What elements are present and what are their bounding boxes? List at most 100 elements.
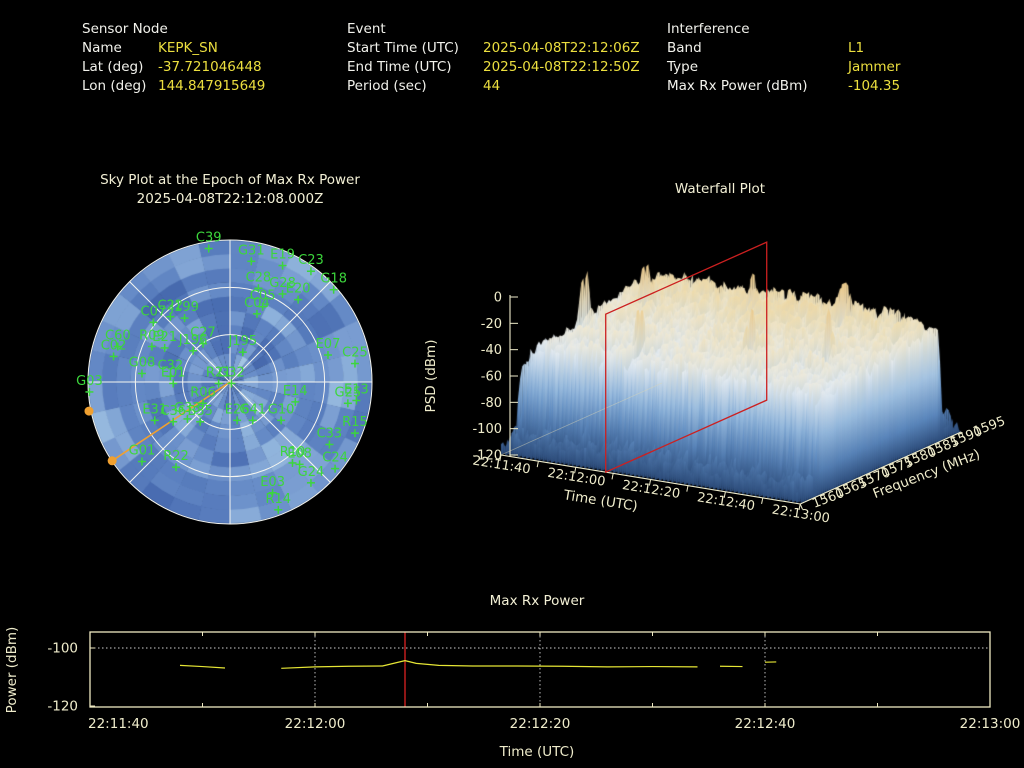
sensor-name-row: Name KEPK_SN — [82, 39, 265, 58]
sky-plot: C39 G31 E19 C23 G18 C28 G28 E20 C05 C04 C22 J199 C07… — [60, 212, 400, 552]
freq-tick — [868, 472, 873, 479]
satellite-label: C39 — [196, 231, 222, 246]
sky-plot-title-line2: 2025-04-08T22:12:08.000Z — [136, 191, 324, 207]
satellite-label: G31 — [238, 243, 265, 258]
type-value: Jammer — [848, 59, 901, 75]
satellite-label: C23 — [298, 253, 324, 268]
satellite-label: E07 — [316, 337, 341, 352]
azimuth-spoke — [129, 381, 231, 483]
period-label: Period (sec) — [347, 78, 427, 94]
satellite-label: G24 — [298, 465, 325, 480]
satellite-label: R22 — [163, 449, 189, 464]
azimuth-spoke — [229, 381, 331, 483]
time-tick — [611, 473, 614, 480]
x-tick-label: 22:12:40 — [735, 716, 796, 732]
satellite-label: G33 — [174, 401, 201, 416]
satellite-label: R15 — [342, 415, 368, 430]
time-tick — [574, 467, 577, 474]
satellite-label: C27 — [190, 326, 216, 341]
name-label: Name — [82, 40, 122, 56]
type-label: Type — [667, 59, 699, 75]
end-time-row: End Time (UTC) 2025-04-08T22:12:50Z — [347, 58, 640, 77]
max-rx-power-plot: -100 -120 22:11:40 22:12:00 22:12:20 22:12:40… — [4, 627, 1021, 760]
lat-value: -37.721046448 — [158, 59, 262, 75]
satellite-label: C32 — [158, 358, 184, 373]
waterfall-plot: 0 -20 -40 -60 -80 -100 -120 22:11:40 22:12:00 22:… — [400, 180, 1024, 560]
x-tick-label: 22:13:00 — [960, 716, 1021, 732]
time-tick — [761, 497, 764, 504]
satellite-label: J195 — [227, 334, 257, 349]
epoch-slice-outline — [605, 241, 768, 474]
time-tick — [499, 454, 502, 462]
time-tick — [686, 485, 689, 492]
x-tick-label: 22:11:40 — [88, 716, 149, 732]
period-row: Period (sec) 44 — [347, 77, 640, 96]
satellite-label: C24 — [322, 451, 348, 466]
satellite-label: E13 — [344, 382, 369, 397]
satellite-label: C07 — [141, 304, 167, 319]
freq-tick — [960, 431, 965, 438]
satellite-label: E21 — [152, 330, 177, 345]
sensor-node-panel: Sensor Node Name KEPK_SN Lat (deg) -37.721… — [82, 20, 265, 96]
satellite-label: C04 — [244, 296, 270, 311]
psd-tick-label: -80 — [481, 396, 502, 411]
waterfall-surface-canvas — [400, 180, 1024, 560]
time-tick — [536, 461, 539, 468]
satellite-label: G28 — [269, 276, 296, 291]
end-time-label: End Time (UTC) — [347, 59, 452, 75]
time-tick — [798, 503, 801, 511]
satellite-label: G08 — [129, 355, 156, 370]
y-axis-label: Power (dBm) — [4, 627, 20, 714]
satellite-label: G10 — [268, 402, 295, 417]
time-tick — [648, 479, 652, 486]
interference-title: Interference — [667, 21, 750, 37]
psd-tick-label: -60 — [481, 370, 502, 385]
event-panel: Event Start Time (UTC) 2025-04-08T22:12:0… — [347, 20, 640, 96]
satellite-label: R10 — [280, 445, 306, 460]
max-rx-trace — [179, 664, 226, 669]
band-row: Band L1 — [667, 39, 900, 58]
satellite-label: R06 — [190, 385, 216, 400]
satellite-label: J199 — [169, 300, 199, 315]
azimuth-spoke — [129, 281, 231, 383]
freq-tick — [845, 483, 850, 490]
event-title: Event — [347, 21, 386, 37]
satellite-label: C36 — [160, 404, 186, 419]
psd-tick-label: -40 — [481, 343, 502, 358]
satellite-label: G18 — [320, 272, 347, 287]
time-tick-label: 22:11:40 — [472, 454, 532, 478]
sensor-node-title: Sensor Node — [82, 21, 168, 37]
satellite-label: C25 — [342, 346, 368, 361]
type-row: Type Jammer — [667, 58, 900, 77]
satellite-label: G03 — [76, 374, 103, 389]
max-rx-trace — [281, 660, 698, 669]
lon-value: 144.847915649 — [158, 78, 266, 94]
satellite-label: E03 — [260, 475, 285, 490]
lon-row: Lon (deg) 144.847915649 — [82, 77, 265, 96]
end-time-value: 2025-04-08T22:12:50Z — [483, 59, 640, 75]
freq-tick — [914, 452, 919, 459]
satellite-label: G32 — [218, 365, 245, 380]
satellite-label: E26 — [225, 402, 250, 417]
lat-row: Lat (deg) -37.721046448 — [82, 58, 265, 77]
freq-tick — [799, 503, 804, 510]
interference-bearing-dot — [107, 456, 117, 466]
freq-tick — [891, 462, 896, 469]
max-rx-label: Max Rx Power (dBm) — [667, 78, 808, 94]
x-axis-label: Time (UTC) — [499, 744, 575, 760]
time-tick-label: 22:12:40 — [696, 490, 756, 514]
satellite-label: R09 — [139, 329, 165, 344]
satellite-label: E20 — [286, 282, 311, 297]
freq-axis-line — [799, 431, 962, 505]
psd-tick-label: 0 — [494, 291, 502, 306]
max-rx-row: Max Rx Power (dBm) -104.35 — [667, 77, 900, 96]
satellite-label: C60 — [105, 329, 131, 344]
satellite-label: E14 — [283, 384, 308, 399]
satellite-label: R14 — [265, 492, 291, 507]
psd-tick-label: -20 — [481, 317, 502, 332]
lat-label: Lat (deg) — [82, 59, 144, 75]
y-tick-label: -120 — [47, 699, 78, 715]
satellite-label: C05 — [250, 289, 276, 304]
